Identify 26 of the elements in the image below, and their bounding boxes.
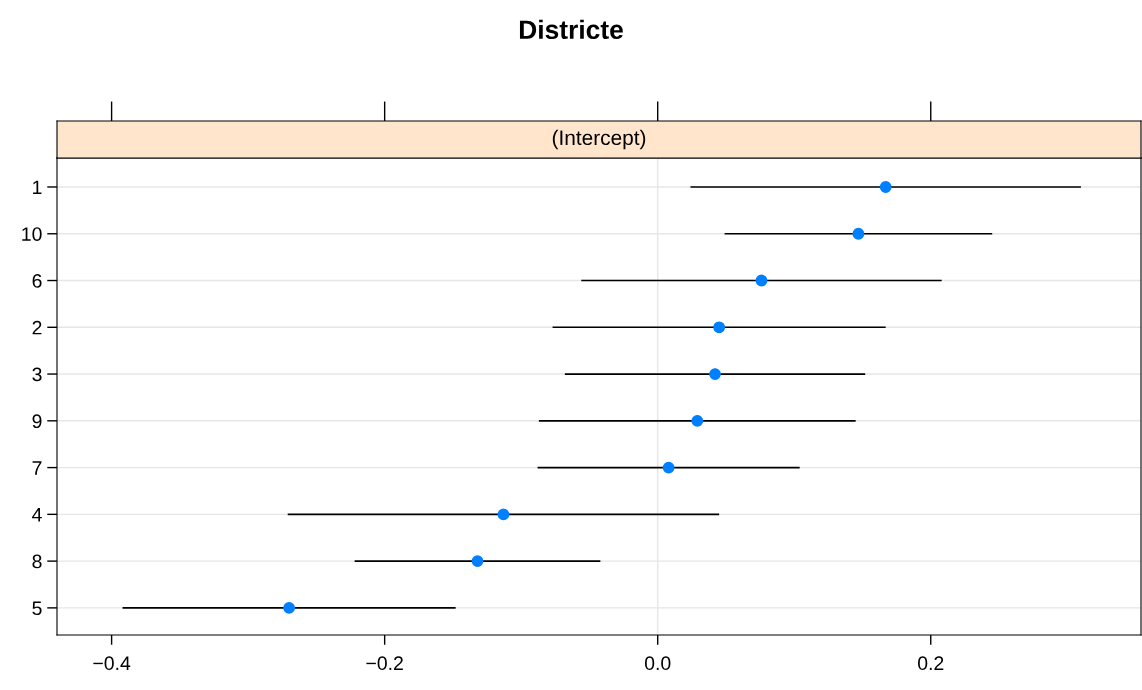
point	[497, 508, 510, 521]
y-tick-label: 3	[32, 367, 42, 382]
point	[755, 274, 768, 287]
y-tick-label: 9	[32, 414, 42, 429]
point	[879, 181, 892, 193]
chart-title: Districte	[519, 19, 623, 40]
y-tick-label: 6	[32, 273, 42, 288]
y-tick-label: 4	[32, 508, 42, 522]
point	[713, 321, 726, 334]
point	[852, 227, 865, 240]
x-tick-label: 0.0	[644, 656, 671, 671]
point	[471, 555, 484, 568]
y-tick-label: 10	[22, 227, 42, 241]
x-tick-label: −0.2	[366, 656, 403, 671]
y-tick-label: 5	[32, 601, 42, 616]
y-tick-label: 8	[32, 554, 42, 569]
point	[283, 601, 295, 614]
y-tick-label: 7	[32, 461, 42, 475]
chart-subtitle: (Intercept)	[552, 129, 646, 150]
x-tick-label: 0.2	[918, 656, 944, 671]
y-tick-label: 1	[33, 180, 42, 195]
point	[709, 368, 721, 380]
point	[662, 461, 675, 474]
point	[691, 414, 704, 427]
x-tick-label: −0.4	[93, 656, 131, 671]
y-tick-label: 2	[32, 320, 42, 335]
